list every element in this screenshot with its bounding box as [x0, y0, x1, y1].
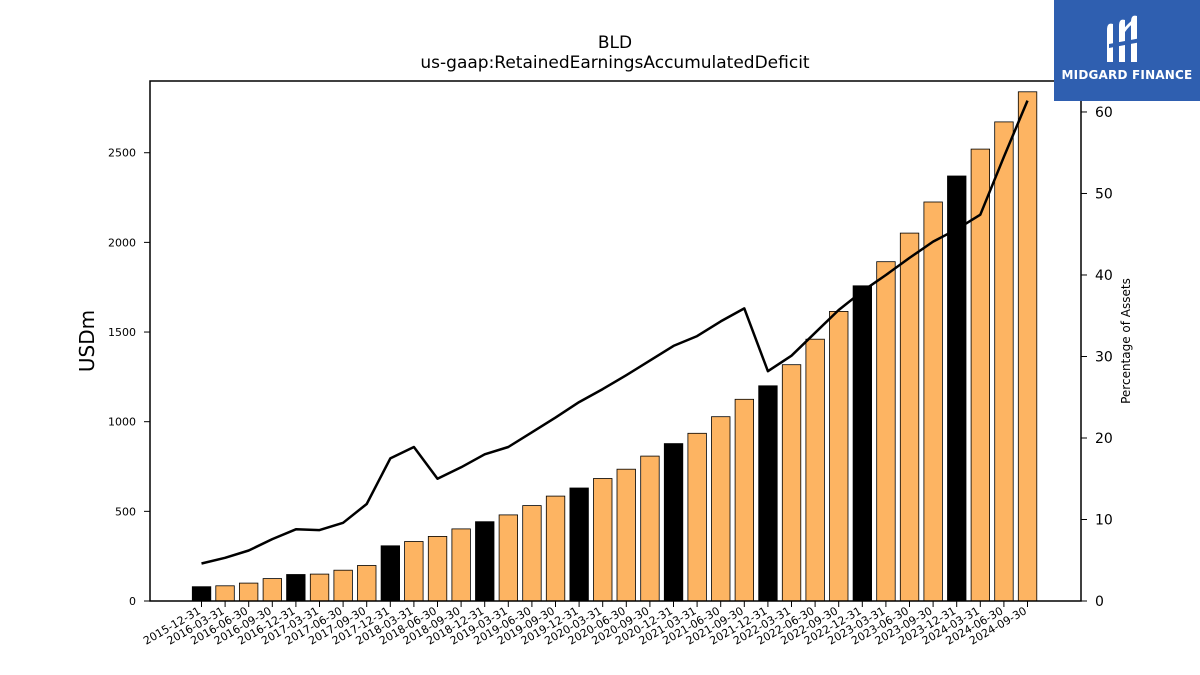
bar [805, 338, 825, 602]
bar [923, 201, 943, 602]
y2-tick-label: 60 [1095, 105, 1113, 121]
bar [640, 455, 660, 602]
y2-axis-label: Percentage of Assets [1119, 278, 1133, 404]
bar [899, 232, 920, 602]
bar [593, 478, 613, 602]
x-axis: 2015-12-312016-03-312016-06-302016-09-30… [141, 601, 1029, 648]
y2-tick-label: 20 [1095, 431, 1113, 447]
bar [191, 586, 212, 602]
y-tick-label: 2000 [108, 236, 136, 249]
bar [498, 514, 519, 602]
bar [380, 545, 401, 602]
y-tick-label: 500 [115, 505, 136, 518]
y2-tick-label: 0 [1095, 594, 1104, 610]
bar [852, 285, 872, 602]
bar [876, 261, 896, 602]
bar [522, 505, 542, 602]
y2-tick-label: 50 [1095, 186, 1113, 202]
y-axis: 0 500 1000 1500 2000 2500 [108, 147, 150, 608]
y-tick-label: 0 [129, 595, 136, 608]
bar [238, 582, 259, 602]
chart-title: BLD [598, 33, 632, 53]
percent-line [201, 100, 1029, 565]
bar-series [191, 91, 1038, 602]
bar [404, 541, 424, 602]
bar [947, 175, 967, 602]
bar [994, 121, 1014, 602]
bar [711, 416, 731, 602]
y2-tick-label: 10 [1095, 512, 1113, 528]
bar [475, 521, 495, 602]
line-series [201, 100, 1029, 565]
bar [333, 569, 353, 602]
bar [357, 565, 377, 602]
y2-tick-label: 30 [1095, 349, 1113, 365]
brand-name: MIDGARD FINANCE [1061, 68, 1193, 82]
bar [781, 364, 802, 602]
bar [215, 585, 235, 602]
bar [1017, 91, 1038, 602]
y-tick-label: 2500 [108, 147, 136, 160]
bar [758, 385, 778, 602]
bar [451, 528, 471, 602]
y2-tick-label: 40 [1095, 268, 1113, 284]
bar [829, 310, 849, 602]
bar [286, 574, 306, 602]
bar [970, 148, 990, 602]
y-axis-label: USDm [75, 310, 99, 372]
plot-frame [149, 80, 1082, 602]
bar [427, 536, 448, 602]
bar [663, 443, 684, 602]
bar [734, 398, 754, 602]
bar [616, 468, 636, 602]
bar [687, 432, 707, 602]
bar [569, 487, 589, 602]
y-tick-label: 1000 [108, 416, 136, 429]
brand-logo: MIDGARD FINANCE [1054, 0, 1200, 101]
y-tick-label: 1500 [108, 326, 136, 339]
bar [262, 578, 283, 602]
midgard-logo-icon [1107, 15, 1141, 63]
bar [545, 495, 566, 602]
bar [309, 573, 330, 602]
chart-subtitle: us-gaap:RetainedEarningsAccumulatedDefic… [420, 53, 810, 73]
y2-axis: 0 10 20 30 40 50 60 [1081, 105, 1113, 610]
